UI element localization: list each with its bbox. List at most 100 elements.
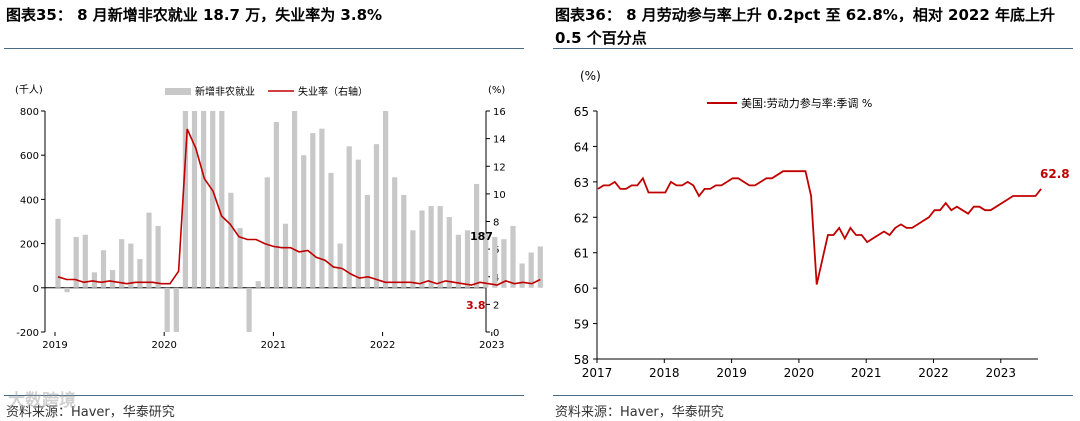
lfpr-y-tick-label: 64 bbox=[574, 140, 589, 154]
nonfarm-bar bbox=[246, 287, 252, 332]
nonfarm-bar bbox=[337, 243, 343, 288]
x-tick-label: 2019 bbox=[42, 340, 67, 351]
lfpr-x-tick-label: 2020 bbox=[784, 366, 815, 380]
nonfarm-bar bbox=[328, 172, 334, 288]
nonfarm-bar bbox=[82, 234, 88, 288]
nonfarm-bar bbox=[273, 122, 279, 288]
right-tick-label: 12 bbox=[493, 162, 506, 173]
lfpr-x-tick-label: 2023 bbox=[986, 366, 1017, 380]
nonfarm-bar bbox=[146, 212, 152, 288]
last-bar-label: 187 bbox=[470, 230, 493, 243]
nonfarm-bar bbox=[182, 111, 188, 288]
x-tick-label: 2022 bbox=[370, 340, 395, 351]
legend-line-label: 失业率（右轴） bbox=[298, 85, 368, 98]
nonfarm-bar bbox=[128, 243, 134, 288]
unemployment-line bbox=[57, 128, 541, 286]
nonfarm-bar bbox=[137, 259, 143, 288]
nonfarm-bar bbox=[528, 252, 534, 288]
lfpr-line bbox=[597, 170, 1042, 285]
nonfarm-bar bbox=[173, 287, 179, 332]
right-tick-label: 8 bbox=[493, 218, 499, 229]
nonfarm-bar bbox=[483, 232, 489, 288]
nonfarm-bar bbox=[55, 218, 61, 288]
left-source-note: 资料来源：Haver，华泰研究 bbox=[6, 405, 175, 420]
lfpr-axis-unit: (%) bbox=[580, 69, 601, 83]
nonfarm-bar bbox=[455, 234, 461, 288]
lfpr-x-tick-label: 2022 bbox=[918, 366, 949, 380]
left-tick-label: 400 bbox=[20, 195, 39, 206]
right-tick-label: 0 bbox=[493, 328, 499, 339]
nonfarm-bar bbox=[492, 236, 498, 288]
nonfarm-bar bbox=[346, 146, 352, 288]
nonfarm-bar bbox=[373, 144, 380, 288]
nonfarm-bar bbox=[255, 281, 261, 288]
right-chart-title-line1: 图表36： 8 月劳动参与率上升 0.2pct 至 62.8%，相对 2022 … bbox=[555, 6, 1056, 24]
left-tick-label: 800 bbox=[20, 107, 39, 118]
lfpr-y-tick-label: 61 bbox=[574, 247, 589, 261]
last-rate-label: 3.8 bbox=[466, 299, 486, 312]
watermark-logo: 大数跨境 bbox=[8, 391, 76, 411]
nonfarm-bar bbox=[419, 210, 425, 288]
nonfarm-bar bbox=[519, 263, 525, 288]
right-tick-label: 16 bbox=[493, 107, 506, 118]
nonfarm-bar bbox=[364, 194, 370, 288]
left-chart-title: 图表35： 8 月新增非农就业 18.7 万，失业率为 3.8% bbox=[6, 6, 383, 24]
nonfarm-bar bbox=[501, 239, 507, 288]
lfpr-y-tick-label: 60 bbox=[574, 282, 589, 296]
left-tick-label: 600 bbox=[20, 151, 39, 162]
lfpr-y-tick-label: 58 bbox=[574, 353, 589, 367]
nonfarm-bar bbox=[410, 230, 416, 288]
nonfarm-bar bbox=[474, 183, 480, 288]
x-tick-label: 2020 bbox=[151, 340, 176, 351]
lfpr-x-tick-label: 2021 bbox=[851, 366, 882, 380]
nonfarm-bar bbox=[64, 287, 70, 293]
left-tick-label: -200 bbox=[16, 328, 39, 339]
nonfarm-bar bbox=[401, 194, 407, 288]
nonfarm-bar bbox=[464, 230, 471, 288]
lfpr-legend-label: 美国:劳动力参与率:季调 % bbox=[741, 96, 872, 110]
nonfarm-bar bbox=[537, 246, 543, 288]
right-tick-label: 10 bbox=[493, 190, 506, 201]
nonfarm-bar bbox=[392, 177, 398, 288]
lfpr-y-tick-label: 59 bbox=[574, 318, 589, 332]
nonfarm-bar bbox=[264, 177, 270, 288]
x-tick-label: 2021 bbox=[261, 340, 286, 351]
nonfarm-bar bbox=[155, 225, 161, 288]
legend-bar-swatch bbox=[165, 88, 191, 95]
nonfarm-bar bbox=[210, 111, 216, 288]
right-title-rule bbox=[553, 48, 1073, 49]
left-tick-label: 200 bbox=[20, 240, 39, 251]
nonfarm-bar bbox=[292, 111, 298, 288]
nonfarm-bar bbox=[301, 155, 307, 288]
right-chart-title-line2: 0.5 个百分点 bbox=[555, 29, 647, 47]
lfpr-y-tick-label: 65 bbox=[574, 105, 589, 119]
nonfarm-bar bbox=[110, 270, 116, 288]
nonfarm-bar bbox=[437, 206, 443, 288]
nonfarm-bar bbox=[319, 128, 325, 288]
nonfarm-bar bbox=[237, 228, 243, 288]
left-source-rule bbox=[4, 395, 524, 396]
left-axis-unit: (千人) bbox=[15, 84, 43, 96]
nonfarm-bar bbox=[383, 111, 389, 288]
lfpr-y-tick-label: 63 bbox=[574, 176, 589, 190]
lfpr-y-tick-label: 62 bbox=[574, 211, 589, 225]
right-axis-unit: (%) bbox=[488, 85, 505, 96]
nonfarm-bar bbox=[310, 133, 316, 288]
nonfarm-bar bbox=[219, 111, 225, 288]
nonfarm-bar bbox=[282, 223, 289, 288]
lfpr-x-tick-label: 2018 bbox=[649, 366, 680, 380]
legend-bar-label: 新增非农就业 bbox=[195, 85, 255, 98]
nonfarm-bar bbox=[428, 206, 434, 288]
nonfarm-bar bbox=[91, 272, 97, 288]
x-tick-label: 2023 bbox=[479, 340, 504, 351]
nonfarm-bar bbox=[73, 236, 79, 288]
nonfarm-bar bbox=[100, 250, 107, 288]
lfpr-x-tick-label: 2019 bbox=[716, 366, 747, 380]
lfpr-x-tick-label: 2017 bbox=[582, 366, 613, 380]
nonfarm-bar bbox=[446, 217, 452, 288]
left-title-rule bbox=[4, 48, 524, 49]
nonfarm-bar bbox=[355, 159, 361, 288]
nonfarm-bar bbox=[191, 111, 198, 288]
nonfarm-bar bbox=[164, 287, 170, 332]
